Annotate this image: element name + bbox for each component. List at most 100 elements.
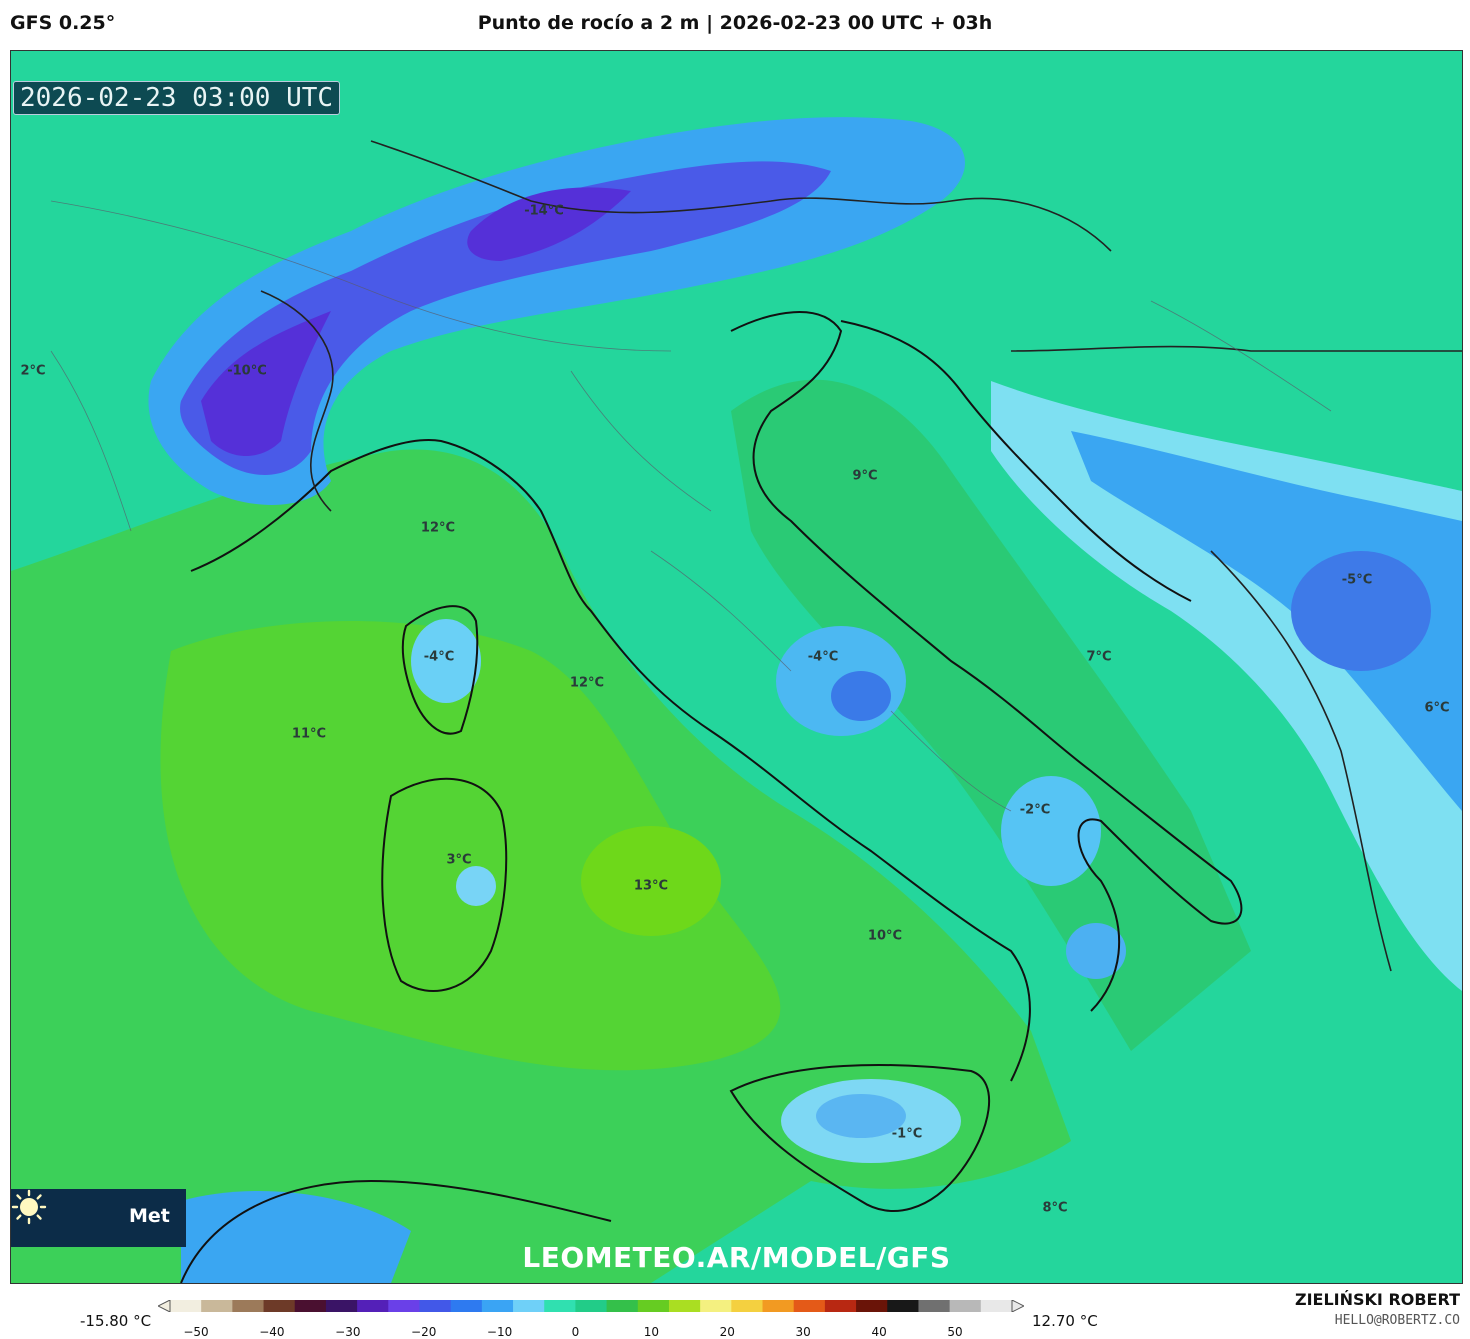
- colorbar-min-value: -15.80 °C: [80, 1312, 152, 1330]
- colorbar-segment: [918, 1300, 951, 1312]
- colorbar-segment: [575, 1300, 608, 1312]
- temp-label-calabria-sea: 10°C: [867, 928, 903, 944]
- pannonian-border: [1010, 345, 1462, 352]
- colorbar-segment: [824, 1300, 857, 1312]
- temp-label-basilicata: -2°C: [1019, 802, 1051, 818]
- colorbar-segment: [668, 1300, 701, 1312]
- region-line: [570, 370, 712, 512]
- source-watermark: LEOMETEO.AR/MODEL/GFS: [522, 1241, 951, 1274]
- temp-label-albania: 6°C: [1424, 700, 1450, 716]
- corsica-cold-spot: [411, 619, 481, 703]
- colorbar-tick-label: 40: [871, 1325, 887, 1339]
- balkan-core: [1291, 551, 1431, 671]
- colorbar-segment: [263, 1300, 296, 1312]
- colorbar-segment: [294, 1300, 327, 1312]
- temp-label-adriatic-south: 7°C: [1086, 649, 1112, 665]
- colorbar-tick-label: −50: [183, 1325, 209, 1339]
- chart-title: Punto de rocío a 2 m | 2026-02-23 00 UTC…: [477, 12, 993, 34]
- sicily-core: [816, 1094, 906, 1138]
- calabria-cold-spot: [1066, 923, 1126, 979]
- basilicata-cold-spot: [1001, 776, 1101, 886]
- regional-borders: [50, 200, 1332, 812]
- temp-label-adriatic-north: 9°C: [852, 468, 878, 484]
- colorbar-segment: [980, 1300, 1013, 1312]
- author-credit: ZIELIŃSKI ROBERT: [1294, 1290, 1460, 1309]
- colorbar-tick-label: −20: [411, 1325, 437, 1339]
- colorbar-segment: [232, 1300, 265, 1312]
- colorbar-under-arrow: [158, 1300, 171, 1312]
- colorbar-segment: [887, 1300, 919, 1312]
- balkan-border: [1210, 550, 1392, 972]
- valid-time-badge: 2026-02-23 03:00 UTC: [13, 81, 341, 115]
- model-name: GFS 0.25°: [10, 12, 116, 34]
- logo-text: Met: [129, 1205, 170, 1227]
- italy-west-coast: [190, 439, 1031, 1082]
- colorbar-tick-label: 50: [947, 1325, 963, 1339]
- colorbar-segment: [357, 1300, 389, 1312]
- colorbar-tick-label: 0: [571, 1325, 580, 1339]
- colorbar-tick-label: 10: [643, 1325, 660, 1339]
- colorbar-segment: [513, 1300, 545, 1312]
- temp-label-ligurian: 12°C: [420, 520, 456, 536]
- colorbar-segment: [949, 1300, 982, 1312]
- colorbar-tick-label: 20: [719, 1325, 735, 1339]
- colorbar-tick-label: 30: [795, 1325, 811, 1339]
- colorbar: [158, 1300, 1024, 1312]
- temp-label-corsica: -4°C: [423, 649, 455, 665]
- temp-label-france: 2°C: [20, 363, 46, 379]
- colorbar-segment: [762, 1300, 795, 1312]
- italy-east-coast: [730, 311, 1243, 1012]
- colorbar-tick-label: −40: [259, 1325, 285, 1339]
- alpine-border: [370, 140, 1112, 252]
- alps-west-core: [201, 311, 331, 456]
- warmest-core: [581, 826, 721, 936]
- coastlines: [180, 311, 1243, 1283]
- sicily-coast: [729, 1064, 991, 1212]
- country-borders: [260, 140, 1462, 972]
- region-line: [650, 550, 792, 672]
- region-line: [50, 200, 672, 352]
- adriatic-field: [731, 379, 1251, 1052]
- alps-colder-field: [180, 161, 831, 475]
- temp-label-apennines: -4°C: [807, 649, 839, 665]
- colorbar-segment: [481, 1300, 514, 1312]
- temp-label-alps-west: -10°C: [227, 363, 267, 379]
- africa-coast: [180, 1179, 612, 1283]
- sun-icon: [11, 1189, 47, 1225]
- temp-label-ionian: 8°C: [1042, 1200, 1068, 1216]
- colorbar-segment: [731, 1300, 764, 1312]
- colorbar-segment: [450, 1300, 483, 1312]
- colorbar-segment: [170, 1300, 202, 1312]
- colorbar-tick-label: −10: [486, 1325, 513, 1339]
- colorbar-segment: [606, 1300, 639, 1312]
- algeria-cold-spot: [181, 1191, 411, 1283]
- france-italy-border: [260, 290, 334, 512]
- temp-label-balearic-east: 11°C: [291, 726, 327, 742]
- region-line: [50, 350, 132, 532]
- colorbar-tick-label: −30: [335, 1325, 361, 1339]
- sardinia-coast: [381, 777, 508, 992]
- temp-label-tyrrhenian: 13°C: [633, 878, 669, 894]
- apennine-core: [831, 671, 891, 721]
- colorbar-segment: [700, 1300, 732, 1312]
- corsica-coast: [401, 605, 479, 735]
- colorbar-segment: [419, 1300, 452, 1312]
- colorbar-segment: [544, 1300, 576, 1312]
- colorbar-segment: [637, 1300, 670, 1312]
- colorbar-segment: [325, 1300, 358, 1312]
- warmer-sea-field: [160, 621, 781, 1071]
- colorbar-segment: [793, 1300, 826, 1312]
- region-line: [890, 710, 1012, 812]
- alps-east-core: [467, 187, 631, 261]
- colorbar-segment: [856, 1300, 888, 1312]
- temp-label-tyrrhenian-north: 12°C: [569, 675, 605, 691]
- colorbar-over-arrow: [1011, 1300, 1024, 1312]
- sardinia-cold-spot: [456, 866, 496, 906]
- author-email: HELLO@ROBERTZ.CO: [1334, 1313, 1460, 1328]
- temp-label-balkans: -5°C: [1341, 572, 1373, 588]
- brand-logo: Met: [11, 1189, 186, 1247]
- region-line: [1150, 300, 1332, 412]
- colorbar-max-value: 12.70 °C: [1032, 1312, 1098, 1330]
- map-fields: [11, 51, 1462, 1283]
- balkan-cold-field: [1071, 431, 1462, 811]
